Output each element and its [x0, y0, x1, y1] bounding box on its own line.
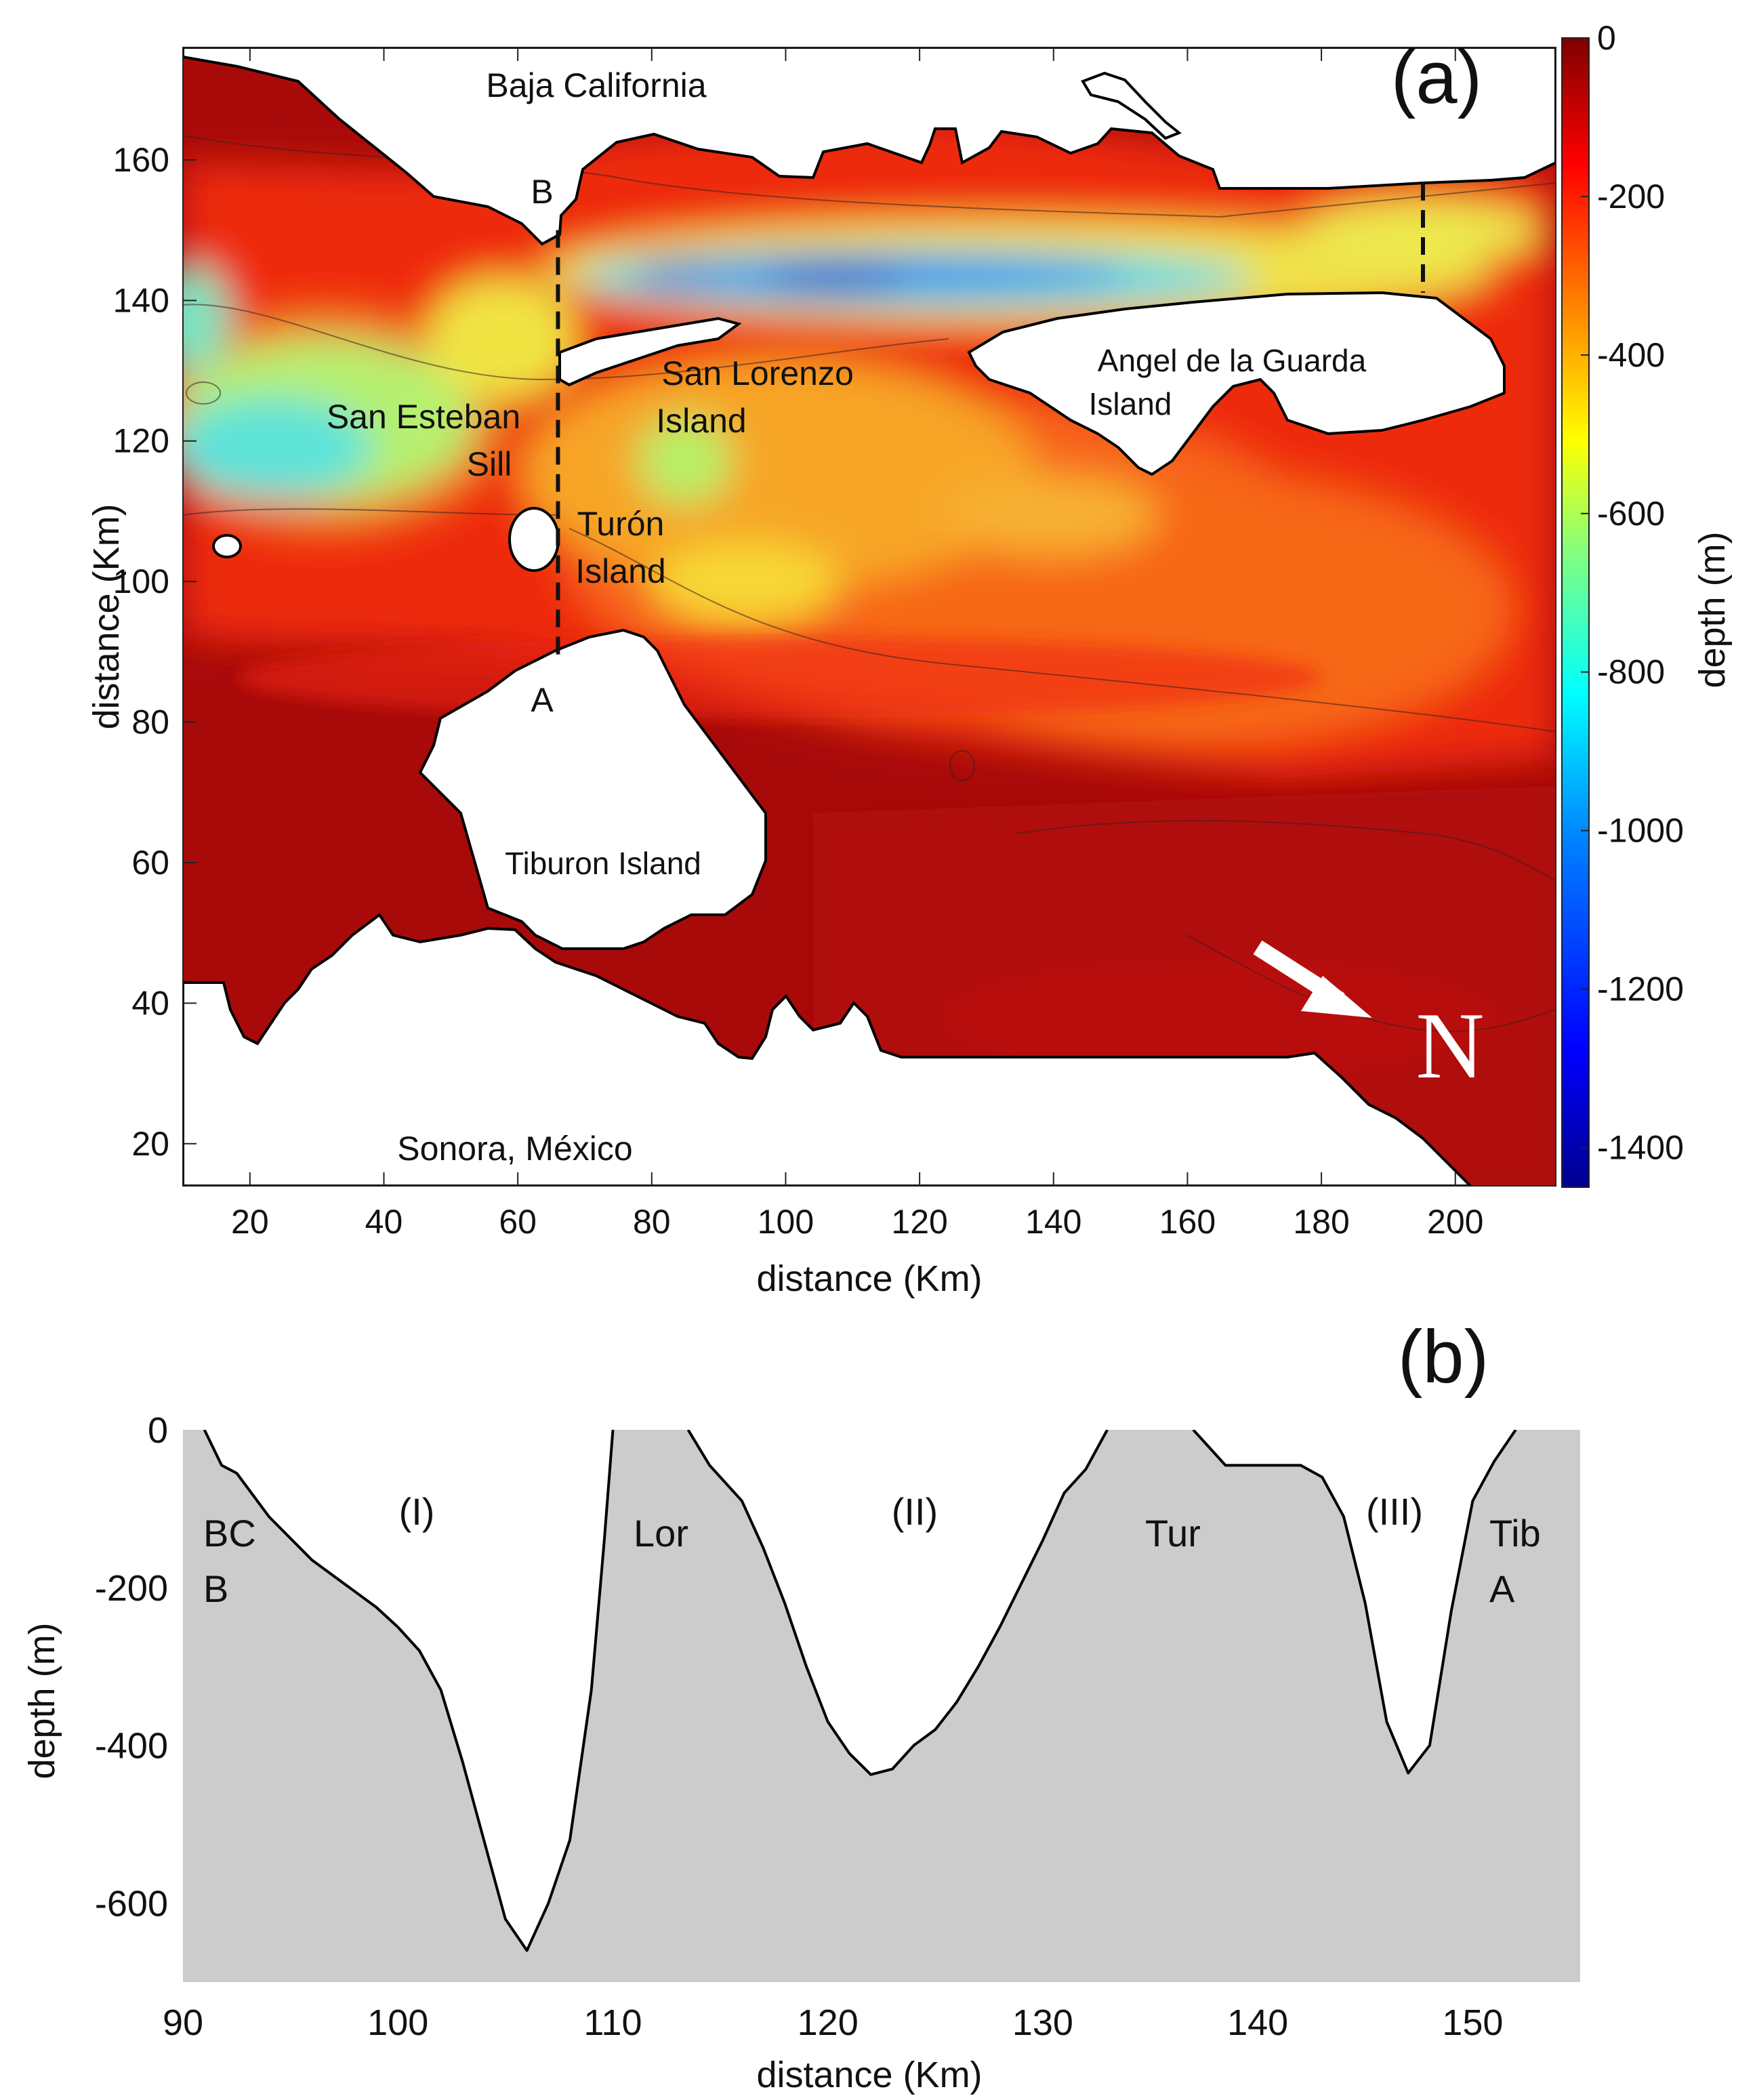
- bathymetry-map: [183, 47, 1556, 1186]
- xtick-label-a-3: 80: [633, 1203, 671, 1241]
- north-label: N: [1416, 993, 1484, 1098]
- xtick-label-b-2: 110: [583, 2002, 642, 2043]
- north-arrow: N: [1253, 940, 1485, 1098]
- label-tur: Tur: [1145, 1512, 1201, 1555]
- xtick-label-b-0: 90: [163, 2002, 203, 2043]
- label-angel-de-la-guarda: Angel de la Guarda: [1098, 343, 1367, 378]
- label-channel-1: (I): [399, 1490, 435, 1533]
- colorbar-tick-label-4: -800: [1597, 653, 1665, 691]
- small-island-north-land: [1081, 71, 1182, 140]
- label-channel-3: (III): [1366, 1490, 1423, 1533]
- xtick-label-a-6: 140: [1025, 1203, 1081, 1241]
- panel-a-tag: (a): [1391, 36, 1482, 119]
- label-lor: Lor: [634, 1512, 688, 1555]
- label-sonora-mexico: Sonora, México: [397, 1130, 632, 1168]
- colorbar-tick-label-3: -600: [1597, 495, 1665, 533]
- channel-outline-1: [203, 1430, 615, 1952]
- colorbar: 0 -200 -400 -600 -800 -1000 -1200 -1400 depth (…: [1561, 19, 1733, 1188]
- colorbar-tick-label-6: -1200: [1597, 970, 1684, 1008]
- ytick-label-a-7: 160: [113, 141, 169, 179]
- ytick-label-b-3: -600: [95, 1884, 168, 1924]
- label-turon-island: Island: [575, 552, 665, 590]
- xtick-label-a-1: 40: [365, 1203, 403, 1241]
- label-sill: Sill: [467, 445, 512, 483]
- ytick-label-a-0: 20: [131, 1125, 169, 1163]
- panel-a-map: 20 40 60 80 100 120 140 160 180 200 20 40 60 80 100 120…: [86, 19, 1733, 1299]
- label-bc: BC: [203, 1512, 256, 1555]
- label-baja-california: Baja California: [486, 66, 706, 104]
- ytick-label-b-1: -200: [95, 1568, 168, 1609]
- xtick-label-b-4: 130: [1012, 2002, 1073, 2043]
- channel-fill-1: [204, 1430, 613, 1951]
- colorbar-gradient: [1561, 37, 1590, 1188]
- panel-a-ylabel: distance (Km): [86, 503, 127, 729]
- panel-a-ticks: 20 40 60 80 100 120 140 160 180 200 20 40 60 80 100 120…: [113, 47, 1483, 1241]
- xtick-label-b-1: 100: [367, 2002, 428, 2043]
- ytick-label-a-4: 100: [113, 562, 169, 600]
- panel-b-tag: (b): [1398, 1315, 1489, 1399]
- ytick-label-a-2: 60: [131, 844, 169, 882]
- colorbar-tick-label-1: -200: [1597, 178, 1665, 215]
- section-lines: [556, 183, 1425, 659]
- sonora-mexico-land: [183, 913, 1472, 1186]
- baja-california-land: [183, 47, 1556, 246]
- channel-profiles: [203, 1430, 1517, 1952]
- san-lorenzo-island-land: [558, 316, 742, 387]
- angel-de-la-guarda-island-land: [967, 291, 1506, 476]
- xtick-label-a-7: 160: [1159, 1203, 1216, 1241]
- colorbar-tick-label-2: -400: [1597, 336, 1665, 374]
- colorbar-tick-label-7: -1400: [1597, 1129, 1684, 1167]
- colorbar-label: depth (m): [1692, 531, 1733, 688]
- xtick-label-b-3: 120: [798, 2002, 859, 2043]
- tiburon-island-land: [418, 628, 767, 950]
- xtick-label-a-0: 20: [231, 1203, 269, 1241]
- xtick-label-a-8: 180: [1293, 1203, 1349, 1241]
- channel-outline-2: [686, 1430, 1109, 1776]
- panel-a-xlabel: distance (Km): [756, 1258, 982, 1299]
- ytick-label-a-6: 140: [113, 281, 169, 319]
- ytick-label-a-5: 120: [113, 422, 169, 460]
- panel-b-ticks: 90 100 110 120 130 140 150 0 -200 -400 -600: [95, 1410, 1504, 2043]
- ytick-label-a-3: 80: [131, 703, 169, 741]
- label-b: B: [531, 173, 553, 211]
- label-a: A: [531, 681, 554, 719]
- label-bc-b: B: [203, 1567, 228, 1610]
- turon-island-land: [508, 507, 560, 572]
- panel-b-ylabel: depth (m): [22, 1622, 62, 1779]
- panel-a-frame: [182, 47, 1556, 1187]
- channel-outline-3: [1192, 1430, 1517, 1775]
- panel-b-section: 90 100 110 120 130 140 150 0 -200 -400 -600 (b) BC…: [22, 1315, 1580, 2095]
- xtick-label-b-5: 140: [1227, 2002, 1288, 2043]
- xtick-label-a-9: 200: [1427, 1203, 1483, 1241]
- north-arrow-head: [1301, 976, 1372, 1018]
- channel-fill-3: [1193, 1430, 1516, 1773]
- panel-b-xlabel: distance (Km): [756, 2055, 982, 2095]
- label-san-lorenzo-island: Island: [656, 402, 746, 440]
- label-tib: Tib: [1489, 1512, 1541, 1555]
- label-channel-2: (II): [892, 1490, 938, 1533]
- colorbar-tick-label-5: -1000: [1597, 812, 1684, 850]
- label-san-esteban: San Esteban: [327, 398, 520, 436]
- ytick-label-a-1: 40: [131, 984, 169, 1022]
- ytick-label-b-2: -400: [95, 1726, 168, 1767]
- ytick-label-b-0: 0: [148, 1410, 168, 1451]
- colorbar-tick-label-0: 0: [1597, 19, 1616, 57]
- small-islet-land: [212, 534, 242, 558]
- xtick-label-b-6: 150: [1442, 2002, 1503, 2043]
- label-san-lorenzo: San Lorenzo: [661, 354, 854, 392]
- label-angel-island: Island: [1089, 386, 1172, 421]
- label-tiburon-island: Tiburon Island: [505, 846, 701, 881]
- label-turon: Turón: [577, 505, 665, 543]
- channel-fill-2: [688, 1430, 1108, 1775]
- xtick-label-a-4: 100: [758, 1203, 814, 1241]
- xtick-label-a-2: 60: [499, 1203, 537, 1241]
- label-tib-a: A: [1489, 1567, 1515, 1610]
- colorbar-ticks: 0 -200 -400 -600 -800 -1000 -1200 -1400: [1581, 19, 1684, 1167]
- land-masses: [183, 47, 1556, 1186]
- xtick-label-a-5: 120: [891, 1203, 947, 1241]
